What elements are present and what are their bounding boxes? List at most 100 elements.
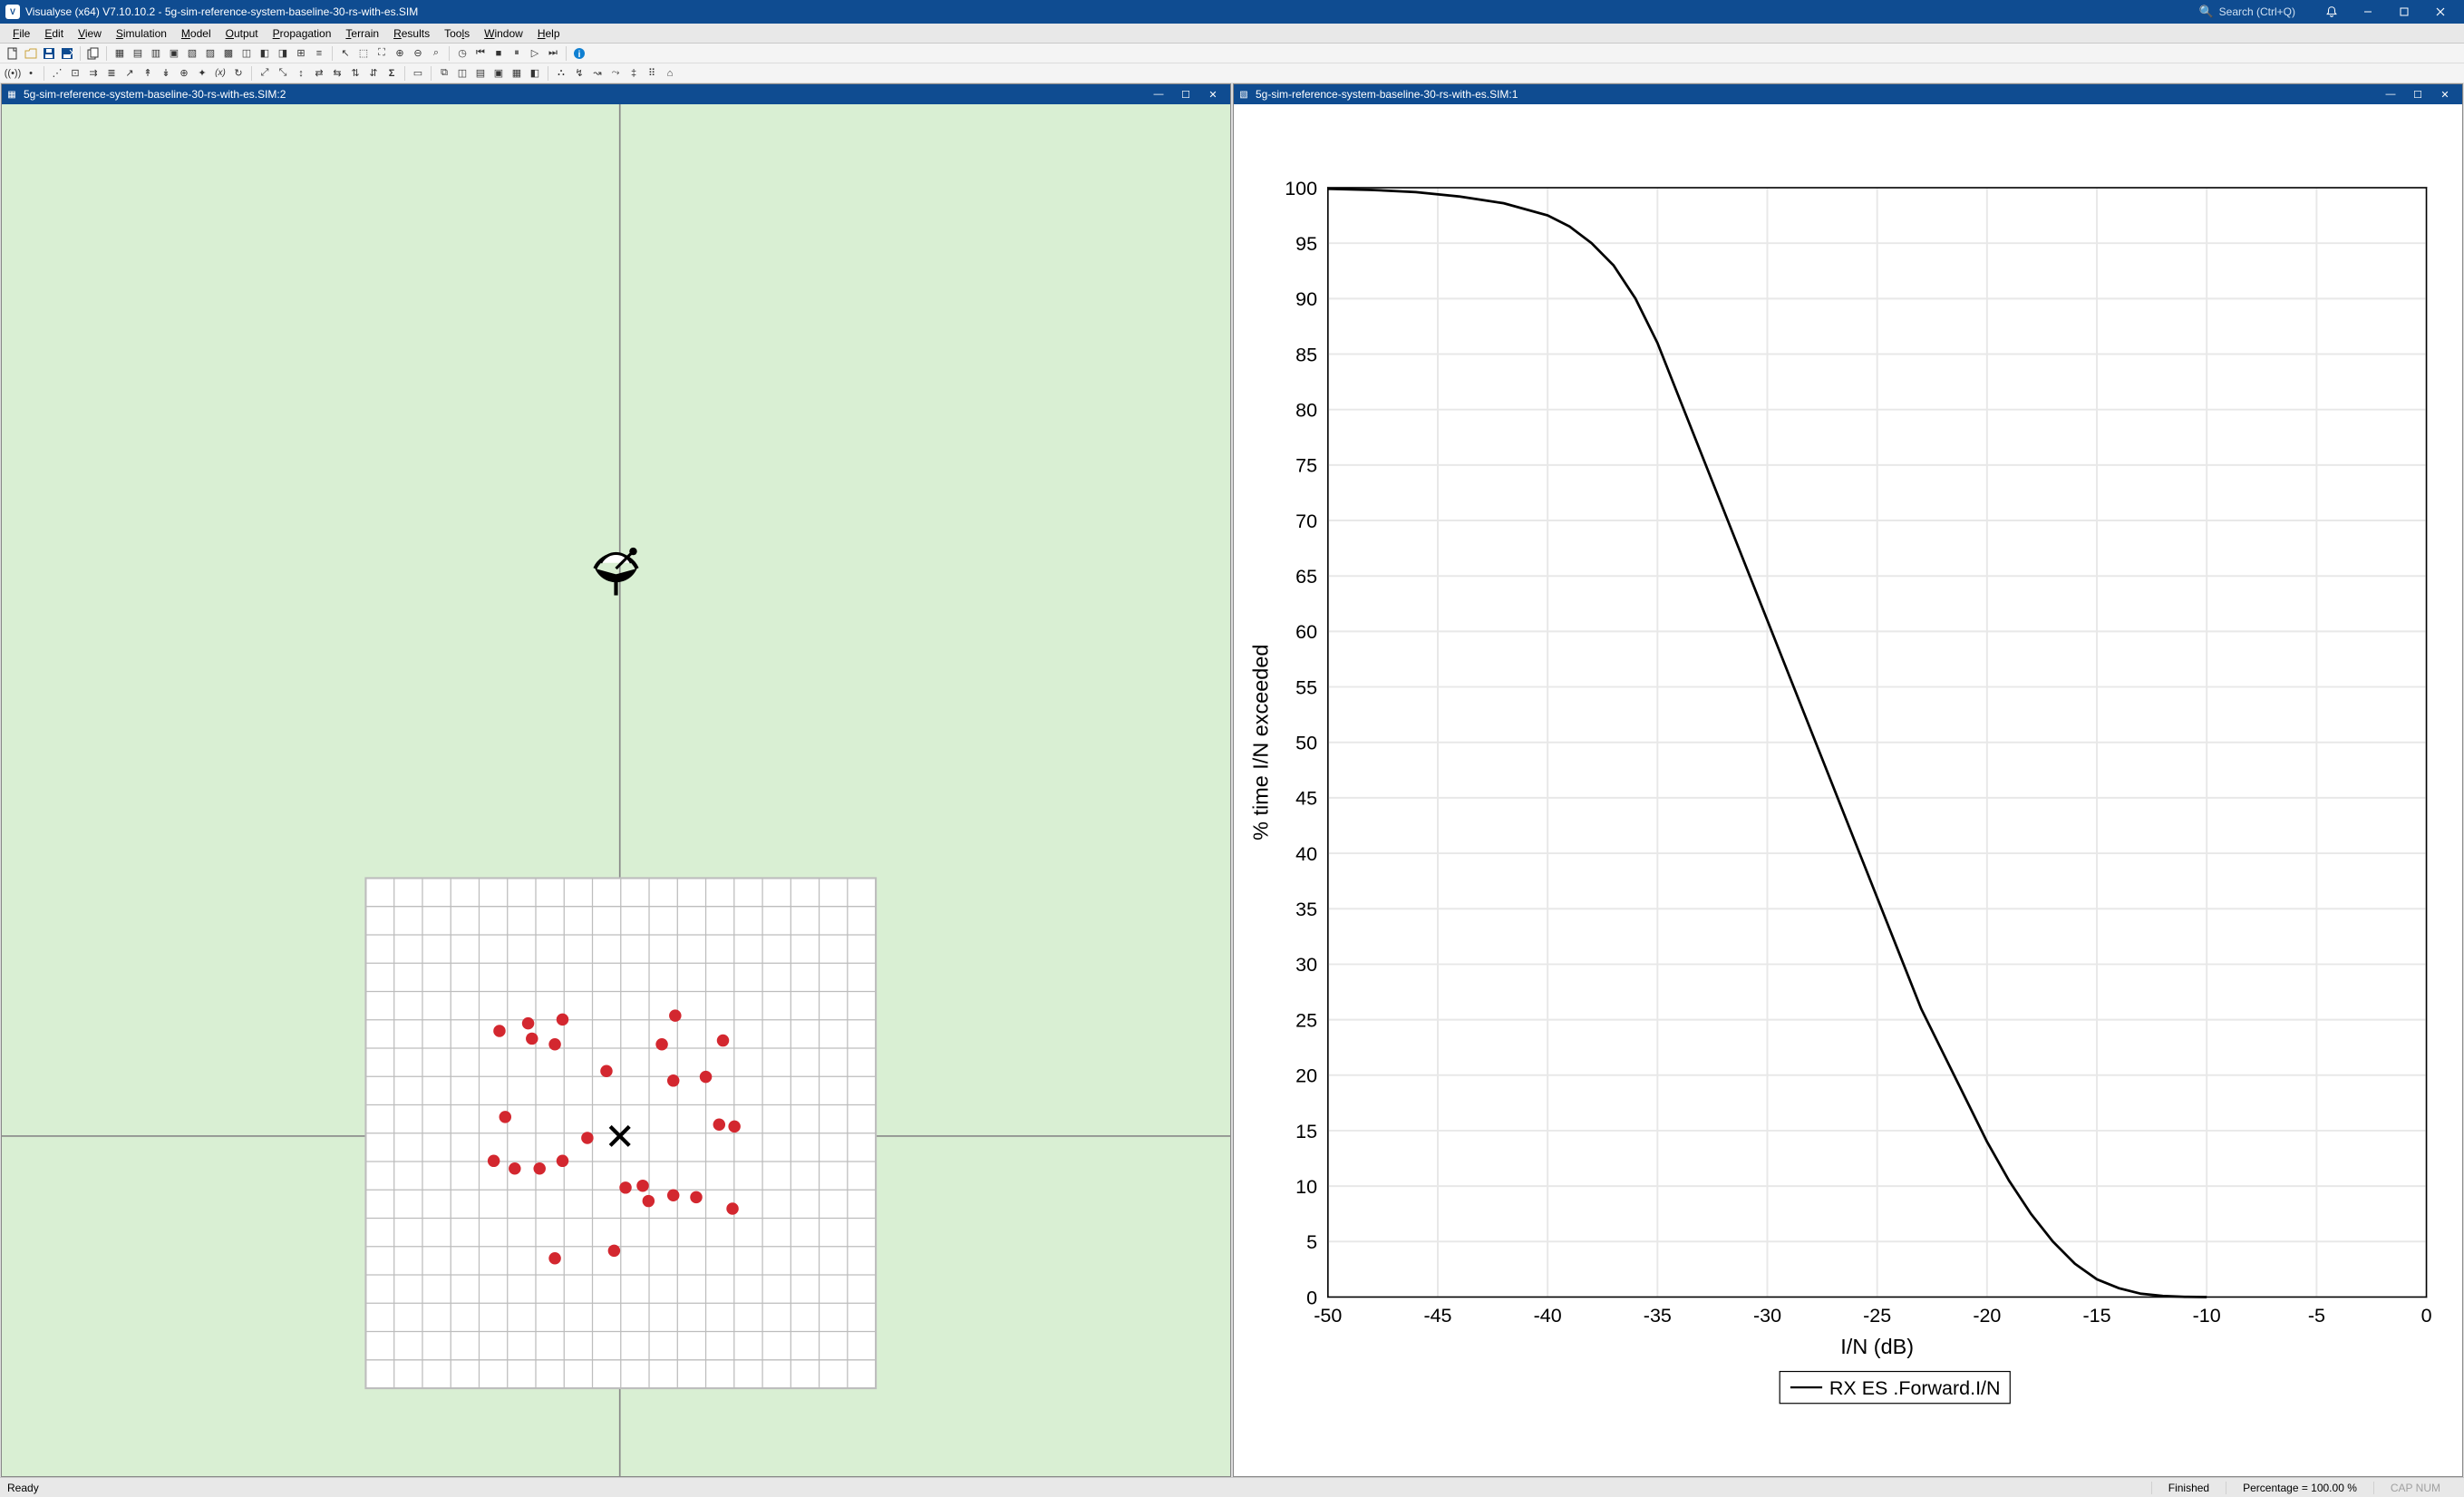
3d-button[interactable]: ◧: [257, 45, 273, 62]
svg-text:15: 15: [1295, 1121, 1317, 1142]
chart-pane[interactable]: -50-45-40-35-30-25-20-15-10-500510152025…: [1234, 104, 2462, 1476]
chart-svg: -50-45-40-35-30-25-20-15-10-500510152025…: [1243, 113, 2448, 1467]
sigma-button[interactable]: Σ: [383, 65, 400, 82]
star-button[interactable]: ✦: [194, 65, 210, 82]
misc3-button[interactable]: ↝: [589, 65, 606, 82]
saveas-button[interactable]: [59, 45, 75, 62]
svg-text:i: i: [578, 50, 581, 60]
tool-c-button[interactable]: ↕: [293, 65, 309, 82]
fx-button[interactable]: (x): [212, 65, 228, 82]
grid5-button[interactable]: ▧: [184, 45, 200, 62]
misc4-button[interactable]: ⤳: [607, 65, 624, 82]
menu-results[interactable]: Results: [386, 25, 437, 42]
tool-b-button[interactable]: ⤡: [275, 65, 291, 82]
pause-button[interactable]: ⏸: [509, 45, 525, 62]
mdi-left-minimize[interactable]: —: [1145, 86, 1172, 102]
pointer-button[interactable]: ↖: [337, 45, 354, 62]
copy-button[interactable]: [85, 45, 102, 62]
misc5-button[interactable]: ‡: [626, 65, 642, 82]
arrow-down-button[interactable]: ↡: [158, 65, 174, 82]
app-icon: V: [5, 5, 20, 19]
mdi-right-maximize[interactable]: ☐: [2404, 86, 2431, 102]
grid6-button[interactable]: ▨: [202, 45, 218, 62]
grid1-button[interactable]: ▦: [112, 45, 128, 62]
stop-button[interactable]: ■: [490, 45, 507, 62]
layers-button[interactable]: ◫: [238, 45, 255, 62]
misc1-button[interactable]: ⛬: [553, 65, 569, 82]
close-button[interactable]: [2422, 0, 2459, 24]
list-button[interactable]: ≡: [311, 45, 327, 62]
info-icon: i: [573, 47, 586, 60]
ffwd-button[interactable]: ⏭: [545, 45, 561, 62]
mdi-right-close[interactable]: ✕: [2431, 86, 2459, 102]
menu-window[interactable]: Window: [477, 25, 530, 42]
open-button[interactable]: [23, 45, 39, 62]
search-box[interactable]: 🔍 Search (Ctrl+Q): [2198, 5, 2295, 19]
mdi-left-maximize[interactable]: ☐: [1172, 86, 1199, 102]
chart6-button[interactable]: ◧: [527, 65, 543, 82]
globe-button[interactable]: ◨: [275, 45, 291, 62]
map-pane[interactable]: [2, 104, 1230, 1476]
misc6-button[interactable]: ⠿: [644, 65, 660, 82]
menu-model[interactable]: Model: [174, 25, 218, 42]
dot-button[interactable]: •: [23, 65, 39, 82]
chart4-button[interactable]: ▣: [490, 65, 507, 82]
copy-icon: [87, 47, 100, 60]
menu-simulation[interactable]: Simulation: [109, 25, 174, 42]
zoom-rect-button[interactable]: ⬚: [355, 45, 372, 62]
tool-d-button[interactable]: ⇄: [311, 65, 327, 82]
menu-terrain[interactable]: Terrain: [338, 25, 386, 42]
maximize-button[interactable]: [2386, 0, 2422, 24]
zoom-in-button[interactable]: ⊕: [392, 45, 408, 62]
tool-e-button[interactable]: ⇆: [329, 65, 345, 82]
chart2-button[interactable]: ◫: [454, 65, 470, 82]
chart3-button[interactable]: ▤: [472, 65, 489, 82]
antenna-button[interactable]: ((•)): [5, 65, 21, 82]
tool-a-button[interactable]: ⤢: [257, 65, 273, 82]
zoom-reset-button[interactable]: ⌕: [428, 45, 444, 62]
bars-button[interactable]: ≣: [103, 65, 120, 82]
clock-button[interactable]: ◷: [454, 45, 470, 62]
plus-button[interactable]: ⊕: [176, 65, 192, 82]
new-button[interactable]: [5, 45, 21, 62]
menu-edit[interactable]: Edit: [37, 25, 71, 42]
menu-view[interactable]: View: [71, 25, 109, 42]
info-button[interactable]: i: [571, 45, 587, 62]
misc7-button[interactable]: ⌂: [662, 65, 678, 82]
grid3-button[interactable]: ▥: [148, 45, 164, 62]
menu-file[interactable]: File: [5, 25, 37, 42]
svg-text:-45: -45: [1423, 1305, 1451, 1327]
tool-f-button[interactable]: ⇅: [347, 65, 364, 82]
line-button[interactable]: ↗: [121, 65, 138, 82]
zoom-out-button[interactable]: ⊖: [410, 45, 426, 62]
status-finished: Finished: [2151, 1482, 2226, 1494]
grid4-button[interactable]: ▣: [166, 45, 182, 62]
arrow-up-button[interactable]: ↟: [140, 65, 156, 82]
scatter-button[interactable]: ⋰: [49, 65, 65, 82]
play-button[interactable]: ▷: [527, 45, 543, 62]
minimize-button[interactable]: [2350, 0, 2386, 24]
menu-output[interactable]: Output: [218, 25, 266, 42]
refresh-button[interactable]: ↻: [230, 65, 247, 82]
grid7-button[interactable]: ▩: [220, 45, 237, 62]
mdi-left-close[interactable]: ✕: [1199, 86, 1227, 102]
signal-button[interactable]: ⇉: [85, 65, 102, 82]
titlebar: V Visualyse (x64) V7.10.10.2 - 5g-sim-re…: [0, 0, 2464, 24]
menu-propagation[interactable]: Propagation: [266, 25, 339, 42]
table-button[interactable]: ⊞: [293, 45, 309, 62]
grid2-button[interactable]: ▤: [130, 45, 146, 62]
chart-window-icon: ▧: [1237, 88, 1250, 101]
tool-g-button[interactable]: ⇵: [365, 65, 382, 82]
notifications-button[interactable]: [2314, 0, 2350, 24]
array-button[interactable]: ⊡: [67, 65, 83, 82]
zoom-fit-button[interactable]: ⛶: [373, 45, 390, 62]
chart5-button[interactable]: ▦: [509, 65, 525, 82]
rewind-button[interactable]: ⏮: [472, 45, 489, 62]
save-button[interactable]: [41, 45, 57, 62]
misc2-button[interactable]: ↯: [571, 65, 587, 82]
export-button[interactable]: ▭: [410, 65, 426, 82]
chart1-button[interactable]: ⧉: [436, 65, 452, 82]
menu-tools[interactable]: Tools: [437, 25, 477, 42]
menu-help[interactable]: Help: [530, 25, 567, 42]
mdi-right-minimize[interactable]: —: [2377, 86, 2404, 102]
